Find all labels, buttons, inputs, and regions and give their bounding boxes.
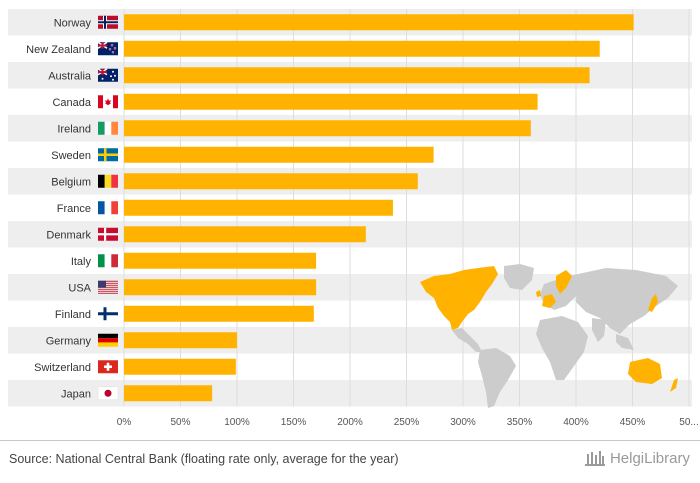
brand-name: HelgiLibrary (609, 449, 690, 467)
category-label: Norway (54, 17, 92, 29)
library-icon (584, 451, 605, 466)
bar[interactable] (124, 358, 236, 375)
category-label: Germany (46, 335, 92, 347)
bar[interactable] (124, 40, 600, 57)
flag-sweden-icon (98, 148, 118, 162)
bar[interactable] (124, 146, 434, 163)
category-label: Australia (48, 70, 92, 82)
flag-japan-icon (97, 386, 119, 400)
category-label: Finland (55, 309, 91, 321)
category-label: Belgium (51, 176, 91, 188)
bar[interactable] (124, 173, 418, 190)
bar[interactable] (124, 252, 317, 269)
x-tick-label: 0% (117, 417, 132, 428)
flag-belgium-icon (98, 174, 118, 188)
flag-norway-icon (98, 15, 118, 29)
flag-italy-icon (98, 254, 118, 268)
flag-canada-icon (98, 95, 118, 109)
category-label: Italy (71, 256, 92, 268)
x-tick-label: 100% (224, 417, 250, 428)
bar[interactable] (124, 332, 237, 349)
map-southeast-asia (616, 334, 634, 350)
bar[interactable] (124, 385, 213, 402)
category-label: Canada (52, 97, 91, 109)
bar[interactable] (124, 120, 531, 137)
chart-footer: Source: National Central Bank (floating … (0, 440, 700, 483)
flag-finland-icon (98, 307, 118, 321)
map-western-europe (542, 294, 556, 308)
bar[interactable] (124, 67, 590, 84)
brand-logo[interactable]: HelgiLibrary (584, 449, 690, 467)
category-label: USA (68, 282, 91, 294)
map-africa (536, 316, 588, 380)
flag-new-zealand-icon (97, 41, 118, 56)
bar[interactable] (124, 305, 314, 322)
map-japan (648, 294, 658, 312)
x-tick-label: 150% (281, 417, 307, 428)
bar[interactable] (124, 93, 538, 110)
map-new-zealand (670, 378, 678, 392)
category-label: Japan (61, 388, 91, 400)
map-australia (628, 358, 662, 384)
bar[interactable] (124, 226, 366, 243)
flag-switzerland-icon (98, 360, 118, 374)
x-tick-label: 200% (337, 417, 363, 428)
flag-australia-icon (97, 68, 118, 82)
source-note: Source: National Central Bank (floating … (9, 452, 399, 466)
x-tick-label: 50... (679, 417, 698, 428)
flag-france-icon (98, 201, 118, 215)
world-map-inset (420, 264, 678, 408)
map-north-america (420, 266, 498, 330)
x-tick-label: 400% (563, 417, 589, 428)
map-scandinavia (556, 270, 572, 294)
bar[interactable] (124, 199, 393, 216)
category-label: Ireland (57, 123, 91, 135)
bar-chart: 0% 50% 100% 150% 200% 250% 300% 350% 400% 450% 50.… (8, 9, 699, 428)
category-label: Switzerland (34, 362, 91, 374)
flag-ireland-icon (98, 121, 118, 135)
flag-usa-icon (98, 280, 118, 294)
category-label: Sweden (51, 150, 91, 162)
bar[interactable] (124, 14, 634, 31)
map-india (592, 318, 606, 342)
x-tick-label: 250% (394, 417, 420, 428)
map-greenland (504, 264, 534, 290)
map-ireland (536, 290, 541, 297)
category-label: France (57, 203, 91, 215)
bar[interactable] (124, 279, 317, 296)
flag-denmark-icon (98, 227, 118, 241)
x-tick-label: 350% (507, 417, 533, 428)
category-label: New Zealand (26, 44, 91, 56)
map-asia (576, 268, 678, 334)
x-tick-label: 50% (170, 417, 190, 428)
map-south-america (478, 348, 516, 408)
x-tick-label: 300% (450, 417, 476, 428)
map-central-america (452, 328, 482, 352)
x-tick-label: 450% (620, 417, 646, 428)
flag-germany-icon (98, 333, 118, 347)
category-label: Denmark (46, 229, 91, 241)
